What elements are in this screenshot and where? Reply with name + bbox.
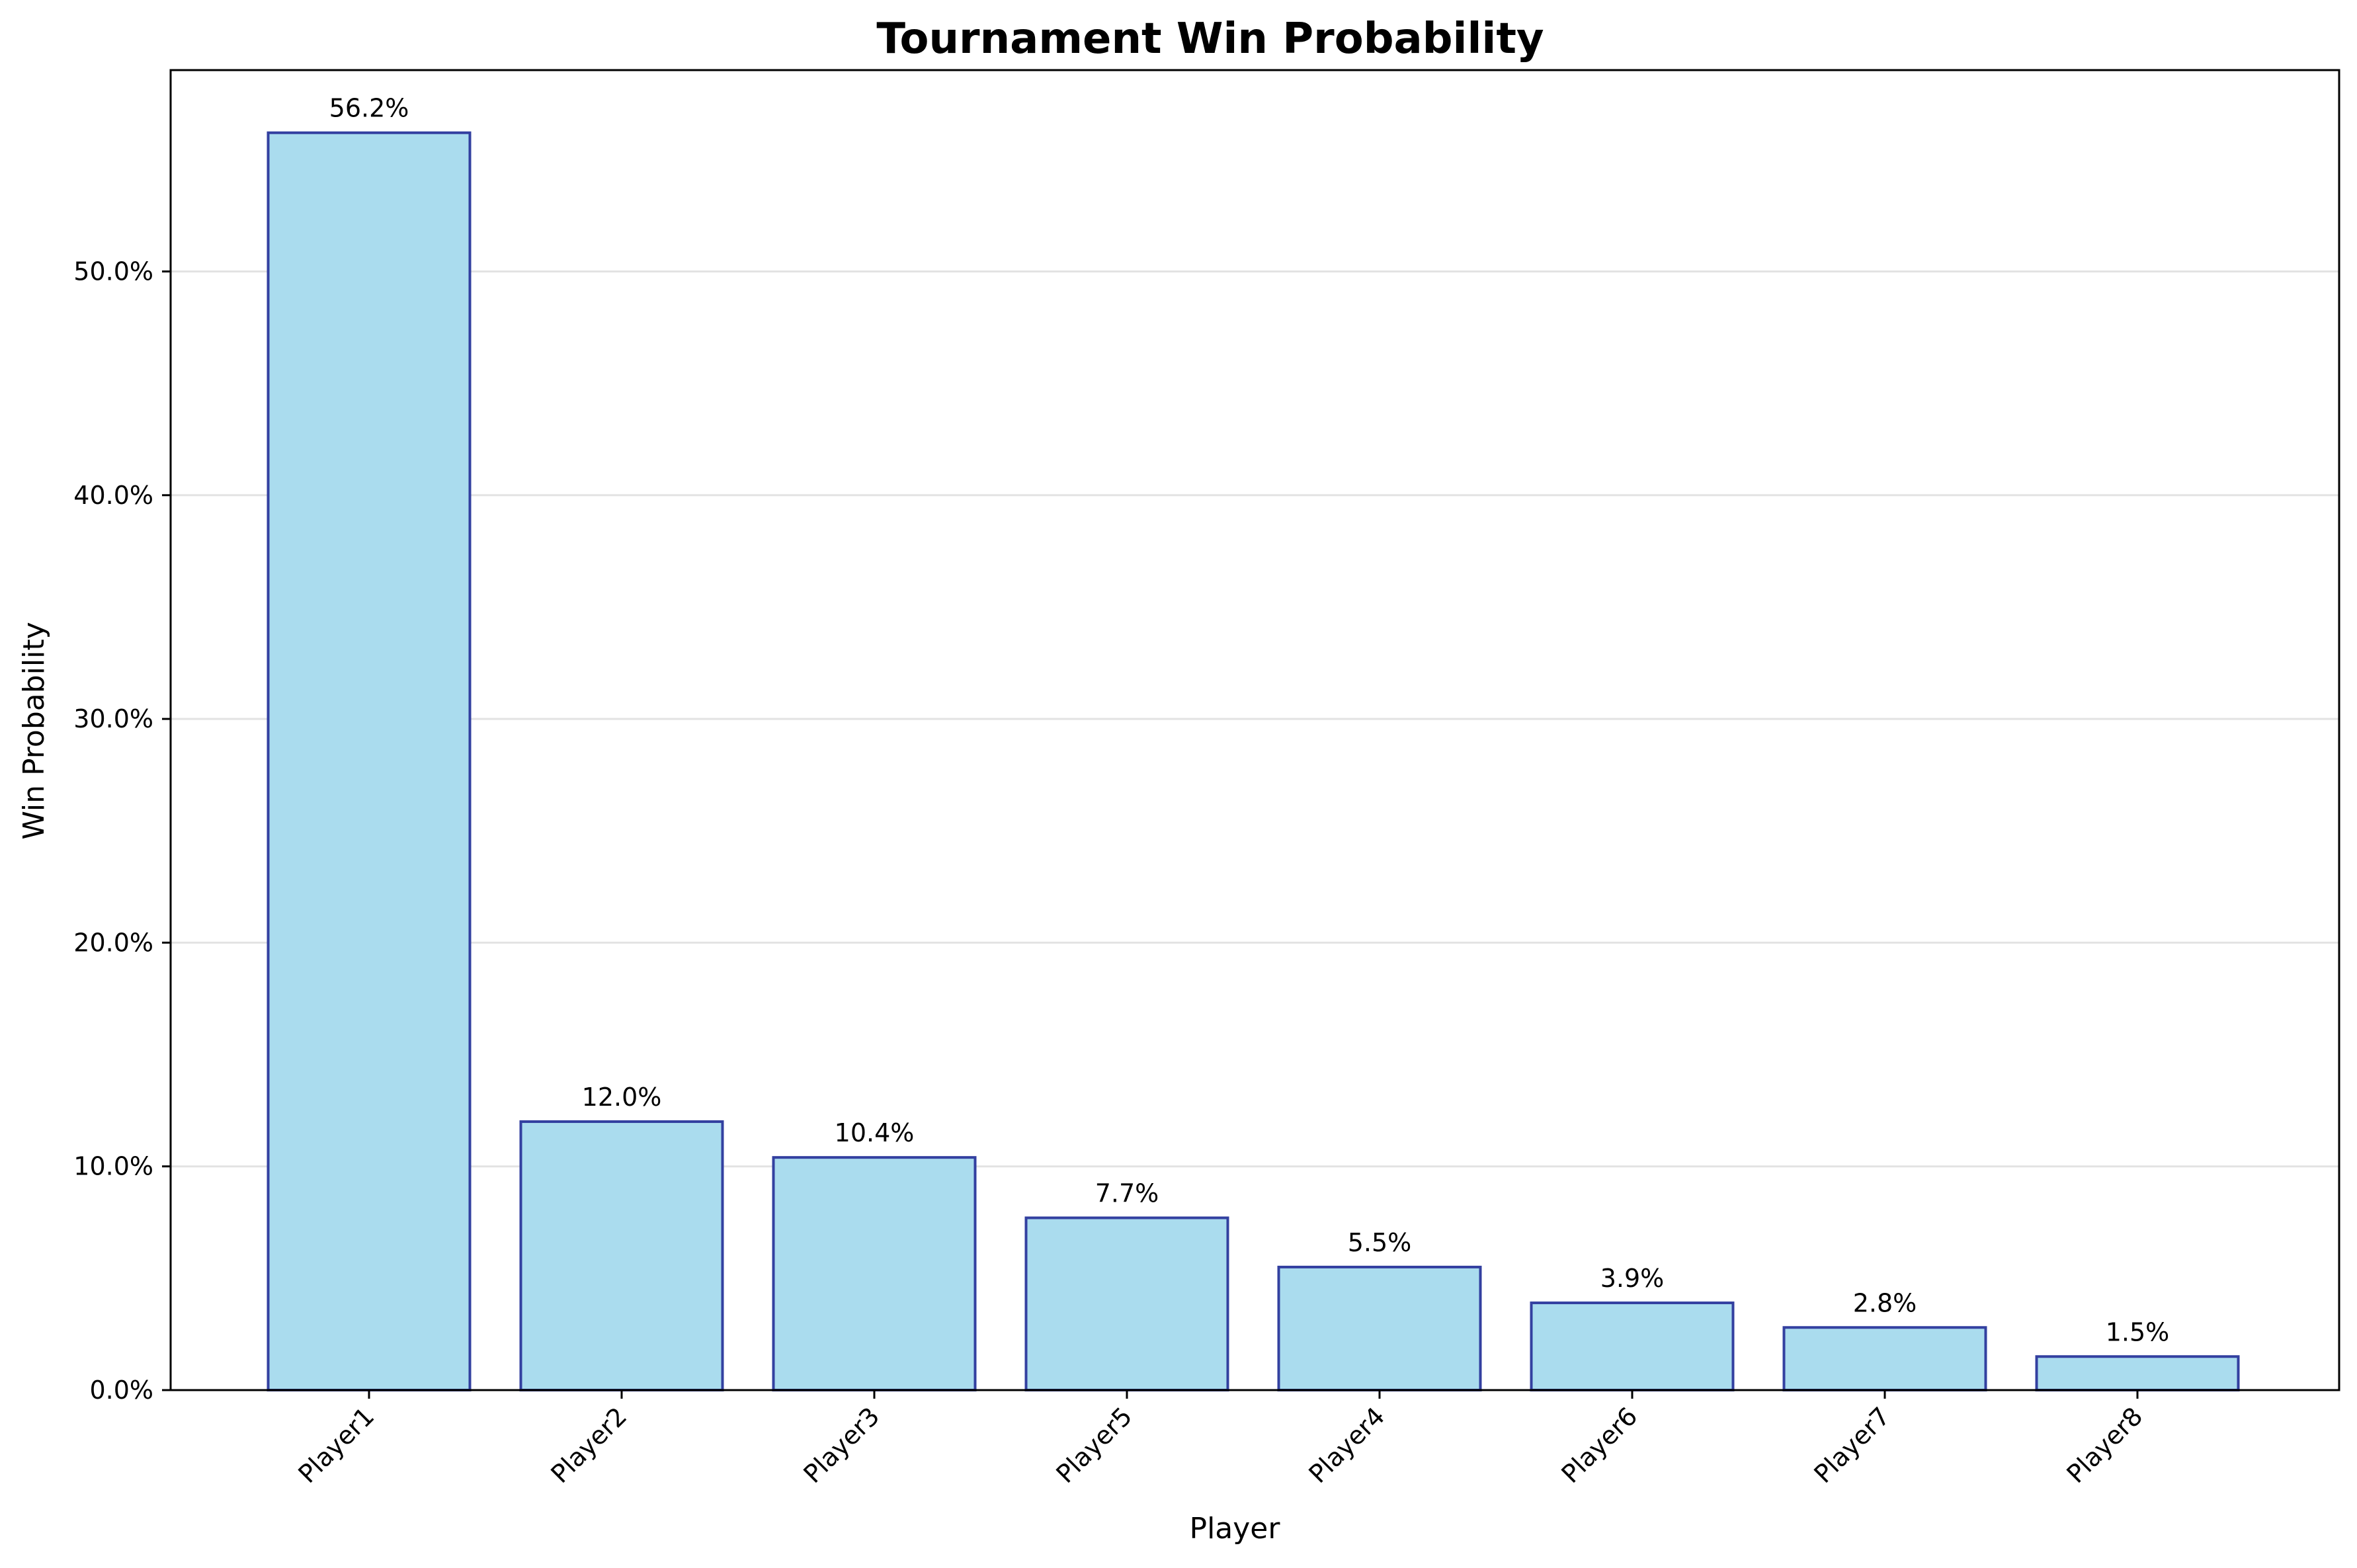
y-tick-label: 40.0% xyxy=(73,481,153,510)
y-tick-label: 10.0% xyxy=(73,1152,153,1181)
x-tick-label: Player3 xyxy=(798,1401,886,1489)
bar-player3 xyxy=(772,1156,977,1391)
bar-player8 xyxy=(2035,1355,2240,1391)
x-tick-label: Player7 xyxy=(1809,1401,1896,1489)
bar-player6 xyxy=(1530,1301,1735,1392)
x-tick-label: Player1 xyxy=(293,1401,380,1489)
x-tick-label: Player2 xyxy=(546,1401,633,1489)
bar-player4 xyxy=(1277,1265,1482,1392)
chart-title: Tournament Win Probability xyxy=(876,15,1544,63)
y-tick-label: 0.0% xyxy=(89,1376,153,1405)
bar-player7 xyxy=(1782,1326,1987,1391)
y-tick-label: 50.0% xyxy=(73,257,153,286)
plot-frame xyxy=(169,69,2340,1391)
bar-player1 xyxy=(267,131,472,1391)
bar-player2 xyxy=(519,1120,724,1392)
x-tick-label: Player4 xyxy=(1303,1401,1391,1489)
data-label: 12.0% xyxy=(582,1083,662,1112)
y-tick-label: 20.0% xyxy=(73,928,153,957)
data-label: 10.4% xyxy=(835,1118,915,1147)
y-axis-label: Win Probability xyxy=(17,622,51,839)
grid-layer xyxy=(171,270,2339,1168)
bar-player5 xyxy=(1024,1216,1229,1392)
x-tick-label: Player5 xyxy=(1051,1401,1138,1489)
data-label: 56.2% xyxy=(329,94,409,123)
x-tick-label: Player6 xyxy=(1556,1401,1643,1489)
data-label: 2.8% xyxy=(1853,1288,1917,1317)
data-label: 5.5% xyxy=(1348,1228,1412,1257)
data-label: 3.9% xyxy=(1600,1264,1665,1293)
y-tick-label: 30.0% xyxy=(73,704,153,733)
data-label: 7.7% xyxy=(1095,1179,1159,1208)
bars-layer xyxy=(267,131,2240,1392)
x-axis-label: Player xyxy=(1190,1512,1281,1546)
data-labels-layer: 56.2% 12.0% 10.4% 7.7% 5.5% 3.9% 2.8% 1.5% xyxy=(329,94,2170,1347)
data-label: 1.5% xyxy=(2106,1317,2170,1346)
x-tick-label: Player8 xyxy=(2061,1401,2149,1489)
